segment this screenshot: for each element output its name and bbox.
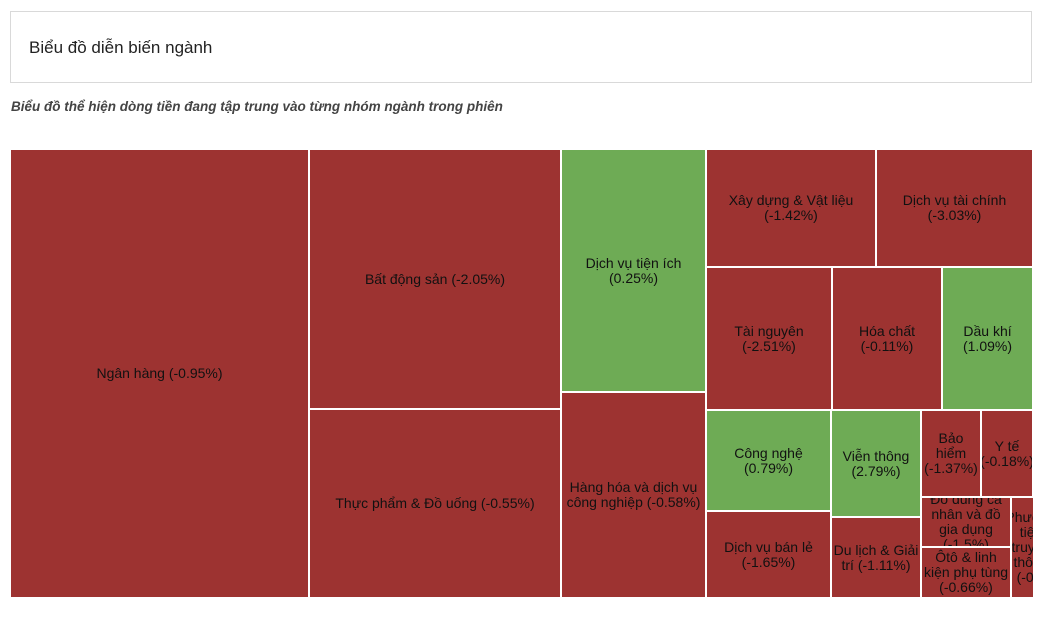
treemap-tile[interactable]: Ngân hàng (-0.95%) <box>10 149 309 598</box>
treemap-tile-label: Ôtô & linh kiện phụ tùng (-0.66%) <box>923 549 1009 595</box>
chart-title: Biểu đồ diễn biến ngành <box>29 38 213 57</box>
treemap-tile[interactable]: Công nghệ (0.79%) <box>706 410 831 511</box>
chart-subtitle: Biểu đồ thể hiện dòng tiền đang tập trun… <box>11 99 503 114</box>
treemap-tile[interactable]: Dịch vụ tiện ích (0.25%) <box>561 149 706 392</box>
treemap-tile-label: Viễn thông (2.79%) <box>842 447 910 479</box>
treemap-tile-label: Y tế (-0.18%) <box>981 437 1033 469</box>
treemap-tile-label: Dịch vụ bán lẻ (-1.65%) <box>724 538 813 570</box>
treemap-tile-label: Tài nguyên (-2.51%) <box>734 322 804 354</box>
treemap-tile[interactable]: Hàng hóa và dịch vụ công nghiệp (-0.58%) <box>561 392 706 598</box>
treemap-tile-label: Bất động sản (-2.05%) <box>364 270 506 287</box>
treemap-tile-label: Ngân hàng (-0.95%) <box>96 365 223 381</box>
treemap-tile[interactable]: Y tế (-0.18%) <box>981 410 1033 497</box>
treemap-tile-label: Du lịch & Giải trí (-1.11%) <box>833 541 919 573</box>
treemap-tile-label: Phương tiện truyền thông (-0.4 <box>1011 509 1033 585</box>
treemap-tile[interactable]: Đồ dùng cá nhân và đồ gia dụng (-1.5%) <box>921 497 1011 547</box>
treemap-tile-label: Hàng hóa và dịch vụ công nghiệp (-0.58%) <box>566 479 701 510</box>
treemap-tile-label: Dịch vụ tiện ích (0.25%) <box>585 254 682 286</box>
treemap-tile[interactable]: Bảo hiểm (-1.37%) <box>921 410 981 497</box>
treemap-tile[interactable]: Xây dựng & Vật liệu (-1.42%) <box>706 149 876 267</box>
treemap-tile[interactable]: Bất động sản (-2.05%) <box>309 149 561 409</box>
treemap-tile[interactable]: Ôtô & linh kiện phụ tùng (-0.66%) <box>921 547 1011 598</box>
sector-treemap: Ngân hàng (-0.95%) Bất động sản (-2.05%) T… <box>10 149 1033 598</box>
treemap-tile-label: Hóa chất (-0.11%) <box>858 322 916 354</box>
chart-title-card: Biểu đồ diễn biến ngành <box>10 11 1032 83</box>
treemap-tile-label: Xây dựng & Vật liệu (-1.42%) <box>728 192 854 223</box>
treemap-tile[interactable]: Hóa chất (-0.11%) <box>832 267 942 410</box>
treemap-tile-label: Bảo hiểm (-1.37%) <box>924 430 978 476</box>
treemap-tile[interactable]: Tài nguyên (-2.51%) <box>706 267 832 410</box>
treemap-tile-label: Dầu khí (1.09%) <box>962 322 1013 354</box>
treemap-tile-label: Dịch vụ tài chính (-3.03%) <box>902 192 1007 223</box>
treemap-tile[interactable]: Phương tiện truyền thông (-0.4 <box>1011 497 1033 598</box>
treemap-tile-label: Thực phẩm & Đồ uống (-0.55%) <box>335 495 535 511</box>
treemap-tile-label: Công nghệ (0.79%) <box>734 444 803 476</box>
treemap-tile-label: Đồ dùng cá nhân và đồ gia dụng (-1.5%) <box>930 497 1002 547</box>
treemap-tile[interactable]: Dầu khí (1.09%) <box>942 267 1033 410</box>
treemap-tile[interactable]: Du lịch & Giải trí (-1.11%) <box>831 517 921 598</box>
treemap-tile[interactable]: Viễn thông (2.79%) <box>831 410 921 517</box>
treemap-tile[interactable]: Dịch vụ bán lẻ (-1.65%) <box>706 511 831 598</box>
treemap-tile[interactable]: Thực phẩm & Đồ uống (-0.55%) <box>309 409 561 598</box>
treemap-tile[interactable]: Dịch vụ tài chính (-3.03%) <box>876 149 1033 267</box>
